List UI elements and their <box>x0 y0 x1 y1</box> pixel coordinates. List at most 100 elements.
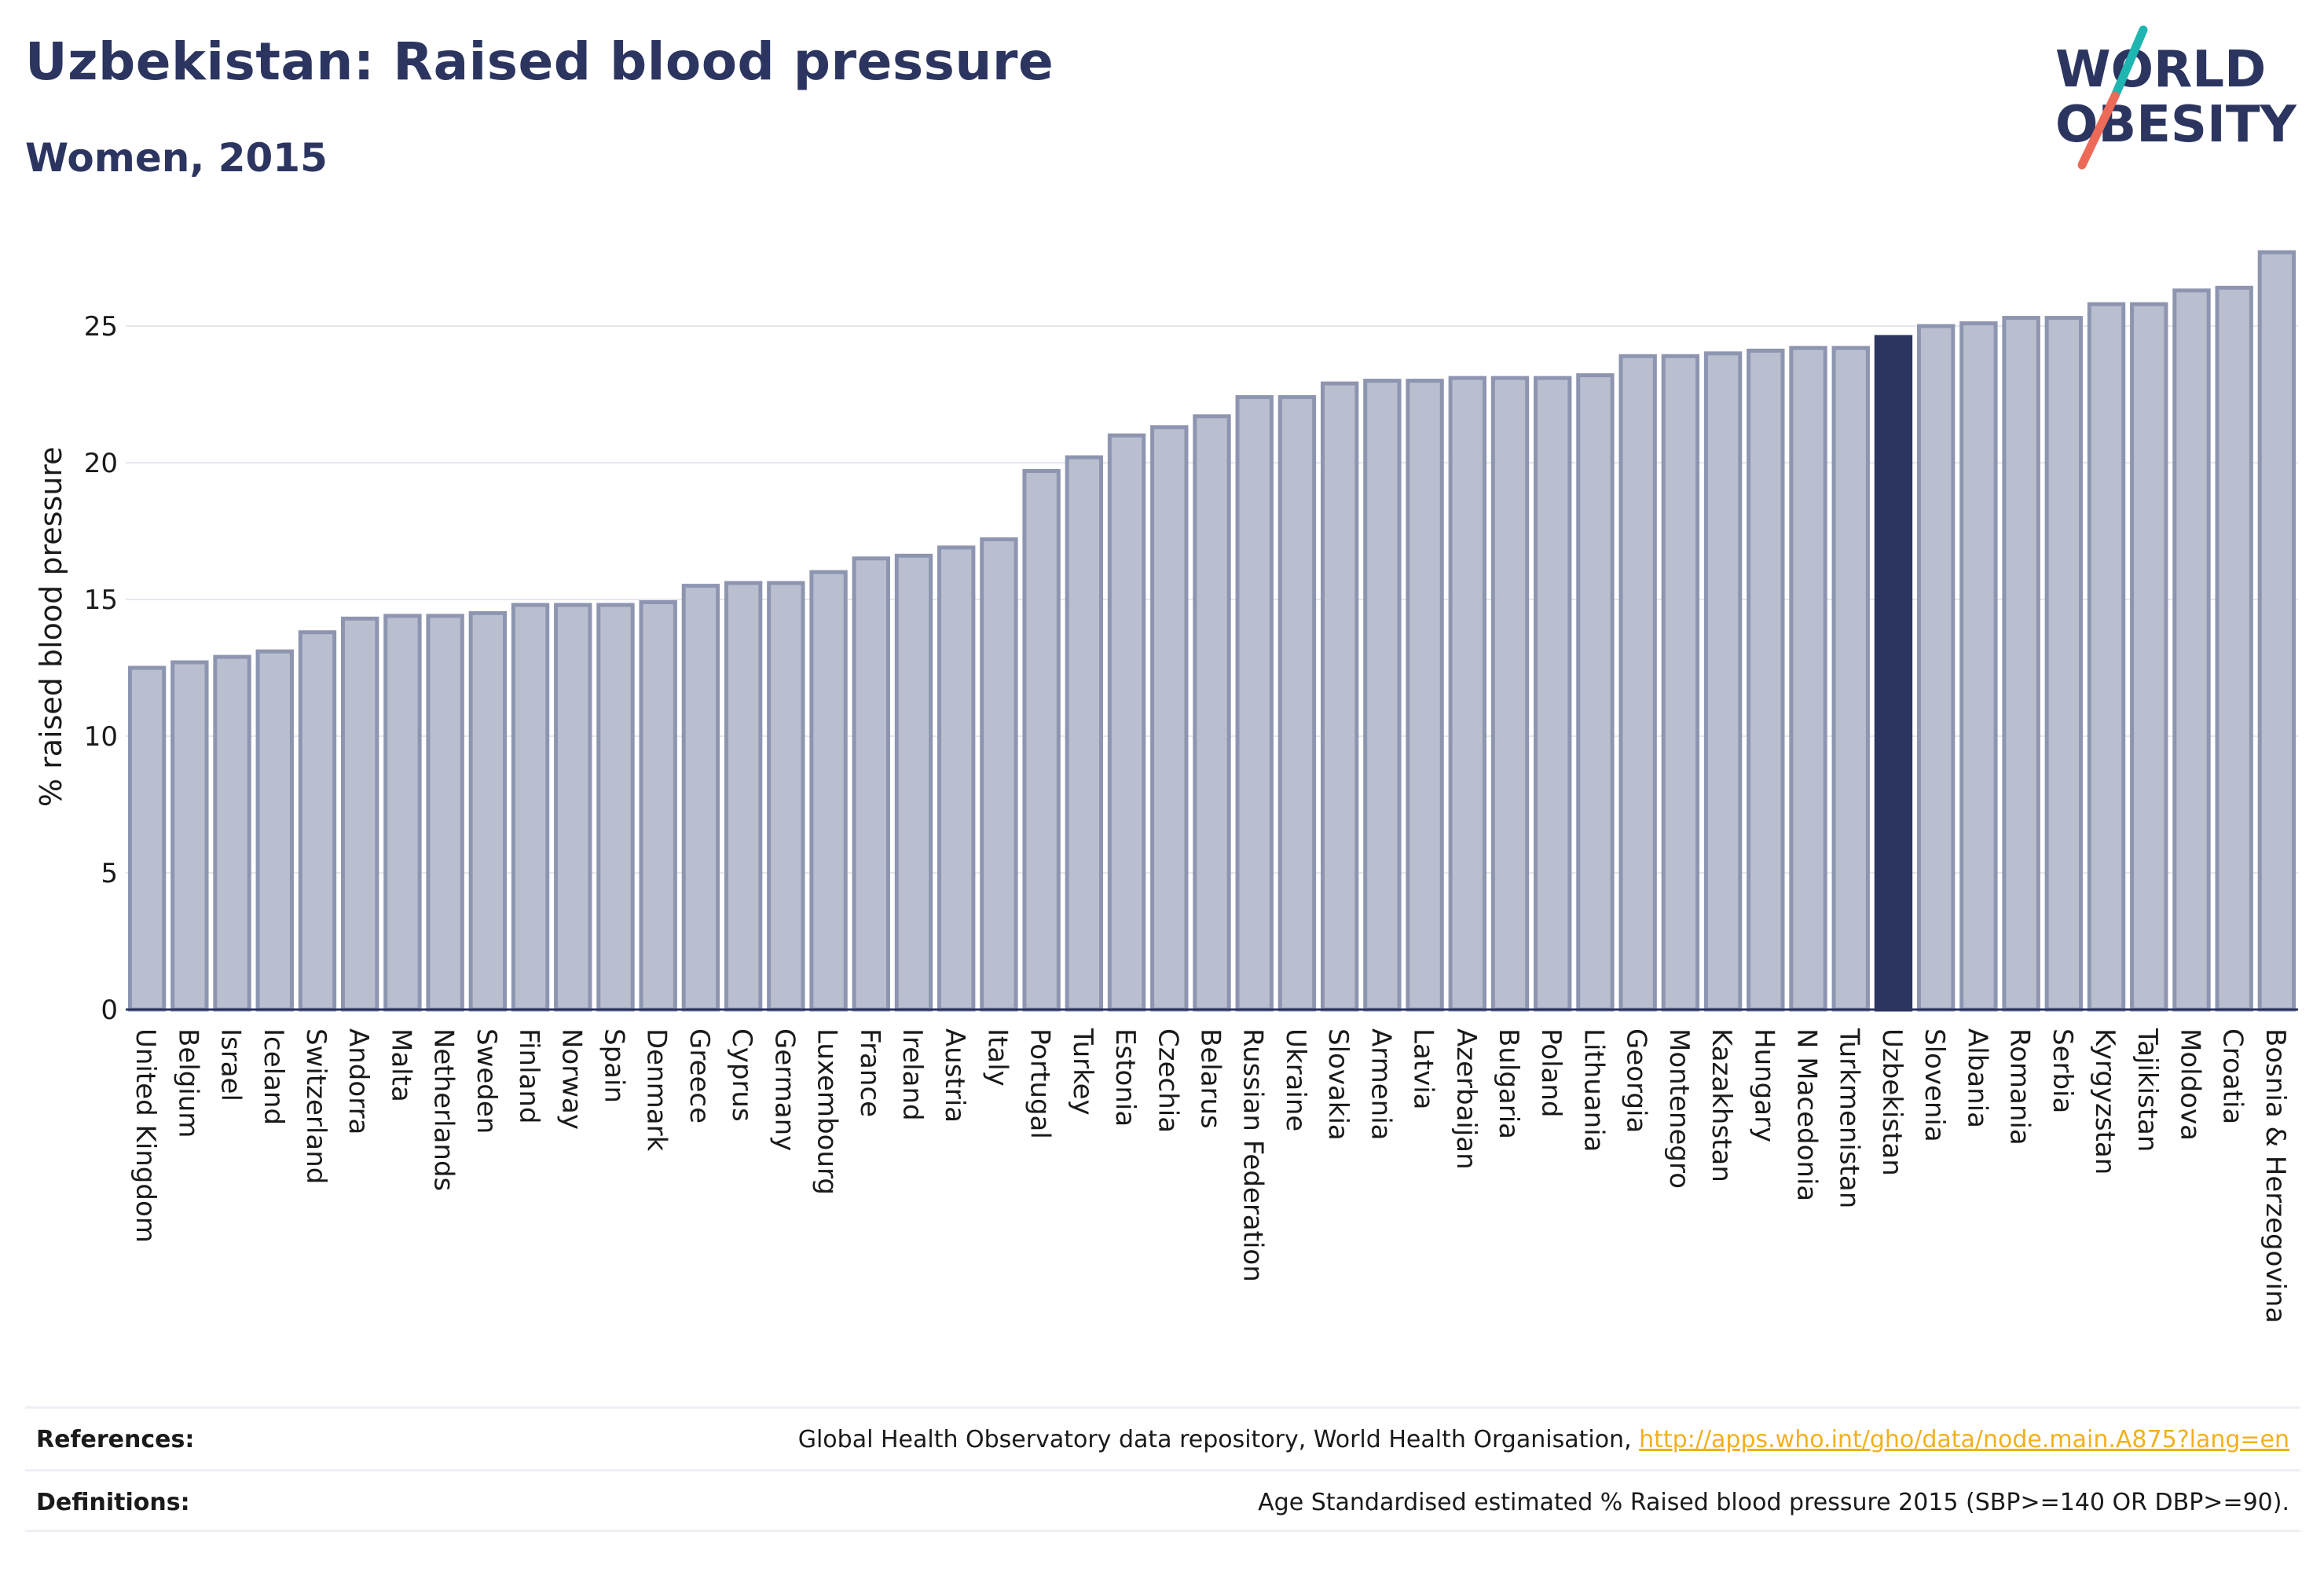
bar <box>767 581 805 1012</box>
bar <box>1065 455 1104 1012</box>
x-tick-label: Tajikistan <box>2132 1028 2163 1152</box>
bar <box>170 660 209 1012</box>
bar <box>554 603 592 1012</box>
x-tick-label: Italy <box>981 1028 1013 1087</box>
x-tick-label: Norway <box>555 1028 587 1130</box>
bar <box>1916 324 1956 1012</box>
x-tick-label: Finland <box>513 1028 544 1124</box>
x-tick-label: Spain <box>598 1028 629 1103</box>
x-tick-label: Kyrgyzstan <box>2089 1028 2121 1175</box>
bar <box>2257 250 2297 1012</box>
bar <box>1831 346 1870 1012</box>
bar <box>1959 321 1998 1012</box>
x-tick-label: Czechia <box>1152 1028 1183 1133</box>
x-tick-label: Lithuania <box>1578 1028 1609 1152</box>
x-tick-label: Montenegro <box>1663 1028 1695 1189</box>
x-tick-label: Cyprus <box>726 1028 757 1122</box>
x-tick-labels: United Kingdom Belgium Israel Iceland Switze… <box>130 1028 2291 1323</box>
bar <box>894 553 933 1012</box>
x-tick-label: France <box>854 1028 885 1117</box>
x-tick-label: Portugal <box>1025 1028 1056 1139</box>
x-tick-label: Serbia <box>2047 1028 2078 1113</box>
bar <box>213 654 251 1012</box>
x-tick-label: Turkey <box>1067 1028 1098 1116</box>
chart-subtitle: Women, 2015 <box>25 135 328 181</box>
bar <box>681 584 720 1012</box>
bar <box>1490 376 1530 1012</box>
bar <box>1789 346 1827 1012</box>
x-tick-label: Estonia <box>1109 1028 1141 1127</box>
x-tick-label: Slovenia <box>1919 1028 1950 1142</box>
x-tick-label: Russian Federation <box>1237 1028 1269 1282</box>
y-tick-label: 20 <box>84 448 118 479</box>
bar <box>298 630 337 1012</box>
x-tick-label: Switzerland <box>300 1028 332 1184</box>
bar <box>980 537 1018 1012</box>
x-tick-label: Israel <box>215 1028 247 1101</box>
x-tick-label: Romania <box>2004 1028 2036 1145</box>
x-tick-label: Hungary <box>1748 1028 1780 1142</box>
bar <box>724 581 763 1012</box>
references-value: Global Health Observatory data repositor… <box>798 1426 2289 1453</box>
definitions-label: Definitions: <box>36 1489 190 1516</box>
x-tick-label: Uzbekistan <box>1876 1028 1908 1176</box>
bar <box>596 603 635 1012</box>
references-link[interactable]: http://apps.who.int/gho/data/node.main.A… <box>1639 1426 2289 1453</box>
bar <box>127 665 167 1012</box>
bar <box>1874 335 1913 1012</box>
x-tick-label: Andorra <box>343 1028 374 1134</box>
bars <box>127 250 2297 1012</box>
bar <box>255 649 294 1012</box>
y-tick-label: 0 <box>101 995 118 1026</box>
bar <box>1320 381 1359 1012</box>
x-tick-label: Bulgaria <box>1493 1028 1524 1139</box>
y-tick-label: 10 <box>84 721 118 753</box>
bar <box>511 603 550 1012</box>
x-tick-label: Slovakia <box>1322 1028 1354 1141</box>
bar <box>937 545 976 1012</box>
x-tick-label: Georgia <box>1621 1028 1652 1133</box>
bar <box>2130 302 2168 1012</box>
x-tick-label: Belgium <box>172 1028 203 1138</box>
bar <box>2087 302 2126 1012</box>
x-tick-label: Latvia <box>1408 1028 1439 1110</box>
bar <box>2172 288 2211 1012</box>
chart-title: Uzbekistan: Raised blood pressure <box>25 31 1054 92</box>
x-tick-label: Azerbaijan <box>1450 1028 1482 1170</box>
bar <box>1448 376 1486 1012</box>
bar <box>1193 414 1231 1012</box>
x-tick-label: Denmark <box>641 1028 673 1152</box>
bar <box>1747 348 1785 1012</box>
bar <box>639 599 677 1012</box>
x-tick-label: Belarus <box>1195 1028 1226 1129</box>
y-axis-title: % raised blood pressure <box>34 447 68 808</box>
bar <box>1703 351 1743 1012</box>
x-tick-label: Ireland <box>896 1028 928 1121</box>
x-tick-label: Poland <box>1535 1028 1567 1118</box>
x-tick-label: Netherlands <box>428 1028 460 1191</box>
logo-line-world: WORLD <box>2055 41 2266 99</box>
y-tick-labels: 0 5 10 15 20 25 <box>84 311 118 1026</box>
x-tick-label: Germany <box>768 1028 800 1151</box>
logo-slash-teal <box>2110 25 2148 101</box>
world-obesity-logo: WORLD OBESITY <box>2055 25 2297 170</box>
bar <box>383 614 422 1012</box>
x-tick-label: Luxembourg <box>812 1028 843 1195</box>
bar <box>1363 379 1402 1012</box>
definitions-row: Definitions: Age Standardised estimated … <box>25 1469 2300 1532</box>
bar <box>2215 285 2253 1012</box>
bar <box>852 556 890 1012</box>
x-tick-label: Kazakhstan <box>1706 1028 1737 1182</box>
bar <box>1277 394 1317 1012</box>
y-tick-label: 15 <box>84 585 118 616</box>
x-tick-label: Turkmenistan <box>1834 1028 1865 1208</box>
references-label: References: <box>36 1426 195 1453</box>
x-tick-label: Croatia <box>2217 1028 2249 1124</box>
bar-chart: 0 5 10 15 20 25 United Kingdom Belgium Israel Ic… <box>34 250 2298 1323</box>
bar <box>1022 468 1061 1012</box>
bar <box>1406 379 1444 1012</box>
bar <box>341 616 379 1012</box>
x-tick-label: Ukraine <box>1280 1028 1311 1131</box>
x-tick-label: Iceland <box>258 1028 289 1125</box>
x-tick-label: United Kingdom <box>130 1028 161 1243</box>
